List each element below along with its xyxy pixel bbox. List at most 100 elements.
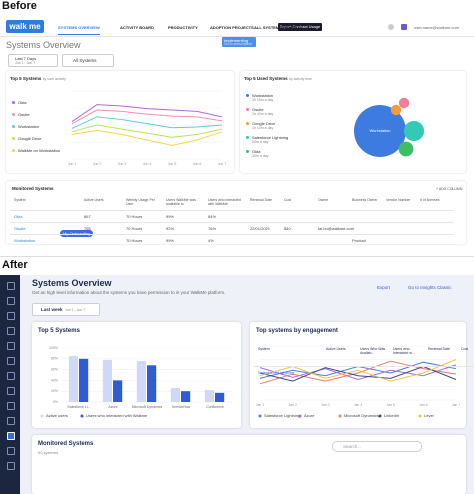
x-tick-label: Jan 2 <box>288 403 297 407</box>
legend-swatch <box>12 149 15 152</box>
sidebar-icon[interactable] <box>7 432 15 440</box>
export-link[interactable]: Export <box>377 285 391 290</box>
sidebar <box>0 275 20 494</box>
bar <box>181 391 191 402</box>
cell: 70 Hours <box>126 238 143 243</box>
column-header: Users WalkMe was available to <box>166 198 196 206</box>
legend-swatch <box>378 414 382 418</box>
row-divider <box>10 234 454 235</box>
cell: tal.bu@walkme.com <box>318 226 355 231</box>
date-label: Last week <box>41 307 63 312</box>
add-column[interactable]: + ADD COLUMN <box>436 187 463 191</box>
legend-swatch <box>246 122 249 125</box>
system-name: Okta <box>14 214 23 219</box>
sidebar-icon[interactable] <box>7 342 15 350</box>
legend-swatch <box>258 414 262 418</box>
x-tick-label: Jan 7 <box>452 403 461 407</box>
classic-link[interactable]: Go to Insights Classic <box>408 285 452 290</box>
legend-detail: 54m a day <box>252 140 269 144</box>
sidebar-icon[interactable] <box>7 327 15 335</box>
user-email: user.name@walkme.com <box>414 25 459 30</box>
x-tick-label: Jun 2 <box>93 162 102 166</box>
card: Top 5 Used Systems by activity time Work… <box>240 71 466 173</box>
system-name: Workstation <box>14 238 36 243</box>
cell: 84% <box>208 214 217 219</box>
sidebar-icon[interactable] <box>7 462 15 470</box>
page-title: Systems Overview <box>6 40 81 50</box>
y-tick-label: 80% <box>51 357 58 361</box>
sidebar-icon[interactable] <box>7 372 15 380</box>
legend-swatch <box>298 414 302 418</box>
x-tick-label: Azure <box>108 405 117 409</box>
bar <box>215 392 225 402</box>
bubble-label: Workstation <box>369 128 390 133</box>
onboarding-badge[interactable]: My Onboarding <box>60 230 94 237</box>
x-tick-label: Salesforce Li... <box>67 405 90 409</box>
bar <box>79 358 89 402</box>
sidebar-icon[interactable] <box>7 402 15 410</box>
sidebar-icon[interactable] <box>7 297 15 305</box>
x-tick-label: Jan 3 <box>321 403 330 407</box>
tooltip: Implementing Go to subscription <box>222 37 256 47</box>
date-filter[interactable]: Last week Jun 1 - Jun 7 <box>32 303 100 316</box>
x-tick-label: Jun 3 <box>118 162 127 166</box>
line-chart: Jun 1 Jun 2 Jun 3 Jun 4 Jun 5 Jun 6 Jun 7 <box>68 90 226 166</box>
search-box[interactable]: Search... <box>332 441 422 452</box>
legend-swatch <box>12 101 15 104</box>
nav-item: ACTIVITY BOARD <box>120 25 154 30</box>
legend-swatch <box>246 94 249 97</box>
date-filter[interactable]: Last 7 Days Jun 1 - Jun 7 <box>8 54 58 67</box>
sidebar-icon[interactable] <box>7 357 15 365</box>
x-tick-label: Jun 1 <box>68 162 77 166</box>
export-button[interactable]: Export Contract Usage <box>278 23 322 31</box>
systems-filter[interactable]: All Systems <box>62 54 114 67</box>
sidebar-icon[interactable] <box>7 312 15 320</box>
legend-label: Lever <box>424 413 435 418</box>
tooltip-link[interactable]: Go to subscription <box>224 42 253 46</box>
legend-swatch <box>246 108 249 111</box>
series-line <box>259 359 457 382</box>
legend-detail: 30m a day <box>252 154 269 158</box>
x-tick-label: Jan 4 <box>354 403 363 407</box>
cell: 765 <box>84 226 91 231</box>
column-header: System <box>14 198 26 202</box>
systems-label: All Systems <box>73 58 97 63</box>
card: Top systems by engagement Jan 1 Jan 2 Jan … <box>250 322 474 428</box>
legend-label: Google Drive <box>18 136 42 141</box>
logo: walk me <box>6 20 44 33</box>
sidebar-icon[interactable] <box>7 387 15 395</box>
legend-swatch <box>80 414 84 418</box>
legend-swatch <box>418 414 422 418</box>
row-divider <box>10 222 454 223</box>
table-count: 50 systems <box>38 450 59 455</box>
row-divider <box>10 210 454 211</box>
page-title: Systems Overview <box>32 278 112 288</box>
table-title: Monitored Systems <box>38 441 94 447</box>
legend-swatch <box>40 414 44 418</box>
legend-swatch <box>12 125 15 128</box>
bar <box>113 380 123 402</box>
divider <box>0 256 474 257</box>
nav-item: SYSTEMS OVERVIEW <box>58 25 100 35</box>
sidebar-icon[interactable] <box>7 282 15 290</box>
series-line <box>71 104 223 123</box>
bar <box>147 365 157 402</box>
series-line <box>259 365 457 382</box>
sidebar-icon[interactable] <box>7 417 15 425</box>
system-name: Gsuite <box>14 226 26 231</box>
bubble <box>398 141 414 157</box>
cell: Product <box>352 238 366 243</box>
legend-label: Microsoft Dynamics <box>344 413 379 418</box>
avatar <box>388 24 394 30</box>
bar <box>136 360 146 402</box>
legend-label: Workstation <box>18 124 40 129</box>
legend-label: Salesforce Lightning <box>264 413 300 418</box>
sidebar-icon[interactable] <box>7 447 15 455</box>
cell: 92% <box>166 226 175 231</box>
subtitle: by activity time <box>288 77 312 81</box>
legend-swatch <box>246 150 249 153</box>
legend-detail: 2h 40m a day <box>252 112 274 116</box>
series-line <box>259 361 457 379</box>
column-header: Owner <box>318 198 329 202</box>
legend-label: Gsuite <box>18 112 30 117</box>
